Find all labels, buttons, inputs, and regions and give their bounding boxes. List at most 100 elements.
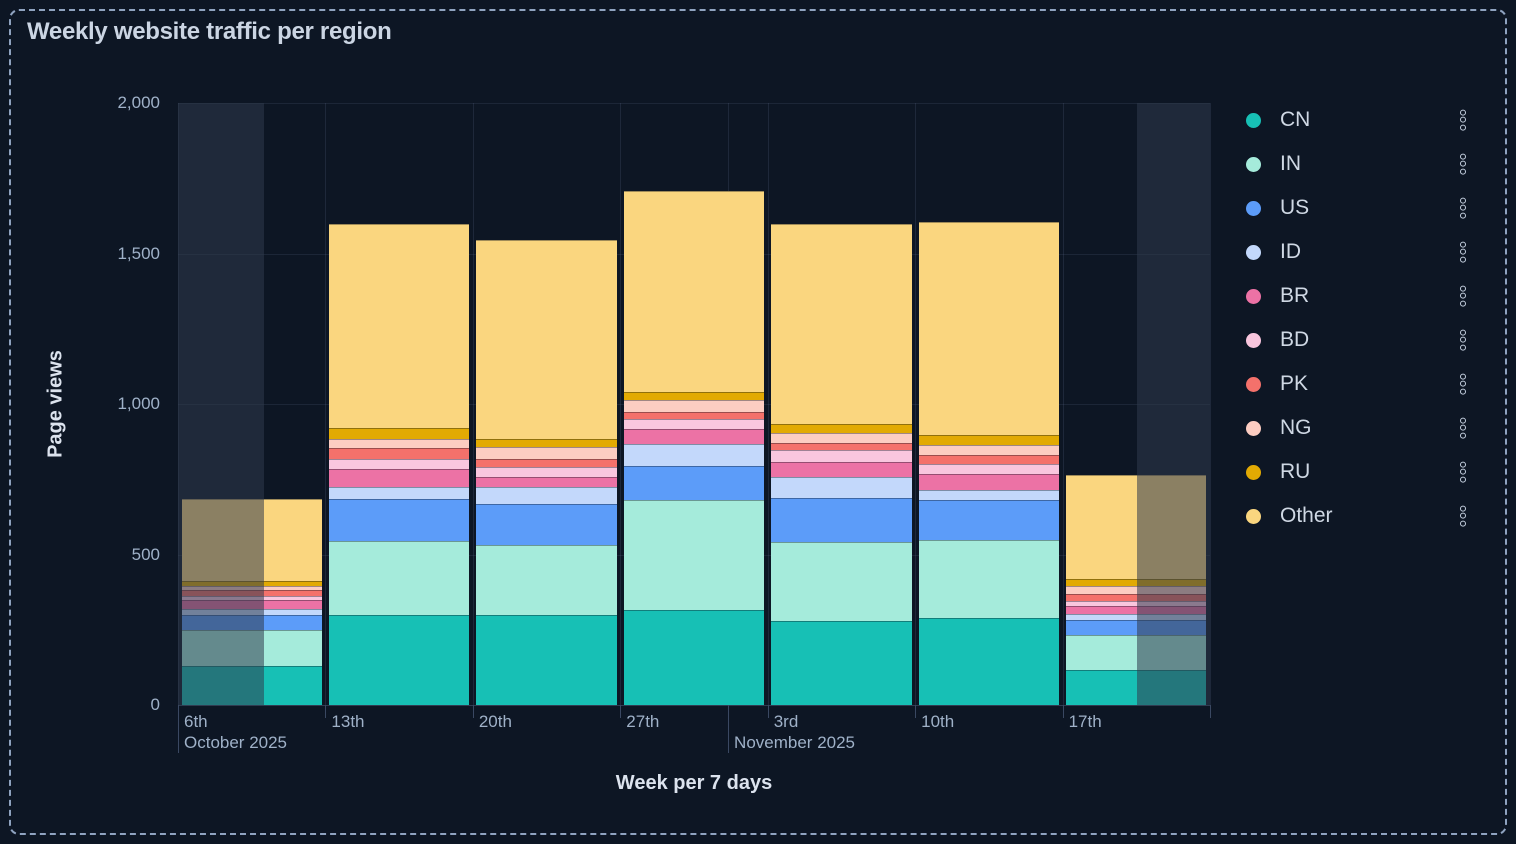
chart-title: Weekly website traffic per region [27,18,392,45]
y-tick-label: 1,000 [117,394,160,413]
bar-segment-id[interactable] [918,489,1060,500]
legend-label: ID [1280,240,1301,263]
legend-item-br[interactable]: BR [1240,274,1468,318]
bar-segment-us[interactable] [771,497,912,542]
kebab-menu-icon[interactable] [1460,153,1466,176]
out-of-range-overlay [1137,103,1210,705]
legend-item-pk[interactable]: PK [1240,362,1468,406]
bar-segment-pk[interactable] [918,454,1060,464]
bar-segment-us[interactable] [328,499,470,541]
bar-segment-bd[interactable] [623,418,765,429]
bar-segment-pk[interactable] [476,458,617,468]
legend-item-bd[interactable]: BD [1240,318,1468,362]
kebab-menu-icon[interactable] [1460,329,1466,352]
bar-segment-ng[interactable] [918,444,1060,455]
bar-segment-in[interactable] [623,500,765,611]
bar-segment-pk[interactable] [771,442,912,451]
x-tick-label: 20th [478,712,512,731]
bar-segment-pk[interactable] [623,412,765,419]
legend-label: US [1280,196,1310,219]
x-axis-tick [915,705,917,718]
legend-item-in[interactable]: IN [1240,142,1468,186]
x-tick-label: 3rd [773,712,799,731]
legend-item-id[interactable]: ID [1240,230,1468,274]
legend-swatch [1246,200,1261,216]
bar-segment-us[interactable] [918,499,1060,540]
bar-segment-us[interactable] [623,465,765,501]
bar-segment-in[interactable] [476,544,617,615]
bar-segment-ru[interactable] [476,438,617,448]
y-tick-label: 0 [150,695,160,714]
kebab-menu-icon[interactable] [1460,109,1466,132]
out-of-range-overlay [178,103,264,705]
bar-segment-in[interactable] [771,541,912,621]
bar-segment-us[interactable] [476,503,617,545]
legend-item-us[interactable]: US [1240,186,1468,230]
legend-item-other[interactable]: Other [1240,494,1468,538]
legend-swatch [1246,420,1261,436]
bar-segment-ng[interactable] [476,447,617,459]
bar-segment-ru[interactable] [918,435,1060,445]
bar-segment-br[interactable] [918,474,1060,490]
bar-segment-pk[interactable] [1066,593,1207,601]
vertical-gridline [325,103,327,705]
bar-segment-in[interactable] [328,540,470,615]
bar-segment-cn[interactable] [476,614,617,705]
bar-segment-bd[interactable] [918,463,1060,475]
bar-segment-pk[interactable] [328,448,470,460]
y-tick-label: 1,500 [117,243,160,263]
x-tick-label: 13th [331,712,365,731]
legend-item-ng[interactable]: NG [1240,406,1468,450]
legend-item-ru[interactable]: RU [1240,450,1468,494]
bar-segment-br[interactable] [1066,606,1207,614]
bar-segment-cn[interactable] [328,614,470,705]
bar-segment-id[interactable] [476,487,617,504]
bar-segment-cn[interactable] [771,620,912,705]
kebab-menu-icon[interactable] [1460,505,1466,528]
bar-segment-ng[interactable] [328,439,470,449]
bar-segment-br[interactable] [476,477,617,488]
x-axis-tick [472,705,474,718]
bar-segment-other[interactable] [328,223,470,429]
kebab-menu-icon[interactable] [1460,461,1466,484]
legend-swatch [1246,376,1261,392]
kebab-menu-icon[interactable] [1460,417,1466,440]
bar-segment-id[interactable] [771,476,912,498]
kebab-menu-icon[interactable] [1460,241,1466,264]
bar-segment-br[interactable] [771,461,912,477]
bar-segment-in[interactable] [918,539,1060,618]
bar-segment-bd[interactable] [1066,600,1207,607]
legend-label: BR [1280,284,1310,307]
legend-label: CN [1280,108,1311,131]
bar-segment-ng[interactable] [623,400,765,413]
kebab-menu-icon[interactable] [1460,373,1466,396]
kebab-menu-icon[interactable] [1460,285,1466,308]
bar-segment-other[interactable] [476,240,617,439]
bar-segment-ru[interactable] [771,423,912,433]
bar-segment-ru[interactable] [1066,578,1207,587]
bar-segment-bd[interactable] [771,450,912,462]
bar-segment-cn[interactable] [918,617,1060,705]
x-axis-tick [620,705,622,718]
bar-segment-ru[interactable] [328,428,470,440]
bar-segment-cn[interactable] [623,610,765,705]
bar-segment-ng[interactable] [1066,586,1207,594]
bar-segment-id[interactable] [328,487,470,500]
bar-segment-br[interactable] [623,428,765,444]
bar-segment-other[interactable] [918,221,1060,436]
vertical-gridline [1062,103,1064,705]
bar-segment-bd[interactable] [476,467,617,478]
bar-segment-id[interactable] [1066,613,1207,621]
bar-segment-other[interactable] [771,223,912,424]
kebab-menu-icon[interactable] [1460,197,1466,220]
bar-segment-id[interactable] [623,443,765,466]
bar-segment-other[interactable] [623,190,765,393]
bar-segment-br[interactable] [328,469,470,488]
bar-segment-ng[interactable] [771,432,912,443]
bar-segment-ru[interactable] [623,392,765,401]
vertical-gridline [620,103,622,705]
bar-segment-bd[interactable] [328,459,470,470]
vertical-gridline [767,103,769,705]
legend-item-cn[interactable]: CN [1240,98,1468,142]
